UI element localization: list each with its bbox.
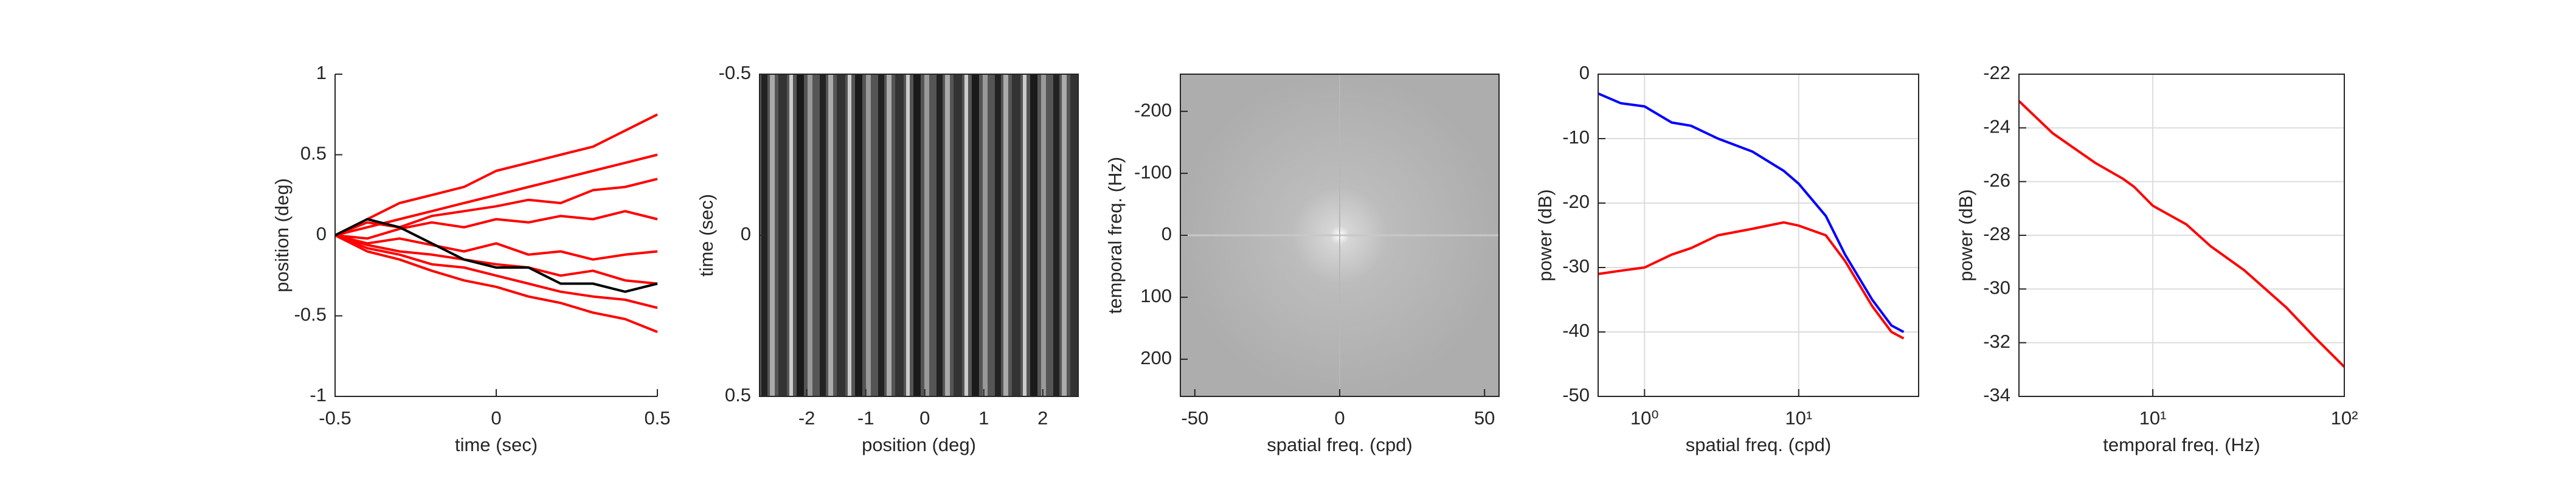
- x-tick-label: 10²: [2331, 407, 2358, 429]
- x-tick-label: 0.5: [644, 407, 670, 429]
- series-line: [1598, 92, 1905, 333]
- y-tick-label: 0.5: [725, 384, 751, 406]
- y-tick-label: -30: [1562, 255, 1590, 277]
- series-line: [334, 153, 658, 237]
- axes-box: [759, 74, 1079, 397]
- x-axis-label: spatial freq. (cpd): [1267, 434, 1413, 455]
- y-tick-label: -40: [1562, 320, 1590, 341]
- axes-box: [1180, 74, 1500, 397]
- series-line: [334, 210, 658, 240]
- y-tick-label: -30: [1983, 277, 2010, 299]
- y-axis-label: temporal freq. (Hz): [1104, 157, 1126, 314]
- y-tick-label: -0.5: [719, 62, 751, 83]
- series-line: [334, 218, 658, 293]
- panel: -2 -1 0 1 2 -0.5 0 0.5 position (deg) time (sec): [696, 62, 1079, 455]
- xt-image: [760, 74, 1078, 396]
- x-axis-label: position (deg): [862, 434, 976, 455]
- axes-lines: [334, 74, 657, 397]
- y-axis-label: time (sec): [696, 194, 717, 277]
- y-tick-label: -26: [1983, 170, 2010, 191]
- y-tick-label: -0.5: [294, 304, 327, 325]
- axes-box: [2018, 74, 2345, 397]
- y-tick-label: -28: [1983, 223, 2010, 244]
- y-tick-label: -50: [1562, 384, 1590, 406]
- x-axis-label: spatial freq. (cpd): [1686, 434, 1832, 455]
- y-tick-label: 200: [1140, 347, 1172, 368]
- y-axis-label: power (dB): [1534, 189, 1556, 281]
- x-tick-label: -2: [798, 407, 815, 429]
- x-tick-label: -50: [1181, 407, 1208, 429]
- y-tick-label: -34: [1983, 384, 2010, 406]
- x-tick-label: 10¹: [1785, 407, 1812, 429]
- x-tick-label: 1: [978, 407, 989, 429]
- y-tick-label: 1: [316, 62, 327, 83]
- y-tick-label: 0.5: [300, 143, 327, 164]
- panel: -50 0 50 -200 -100 0 100 200 spatial freq. (cpd)…: [1104, 74, 1500, 455]
- panel: 10⁰ 10¹ -50 -40 -30 -20 -10 0 spatial freq. (cpd…: [1534, 62, 1919, 455]
- x-axis-label: time (sec): [455, 434, 538, 455]
- axes-box: [1598, 74, 1919, 397]
- y-tick-label: 0: [741, 223, 751, 244]
- series-line: [334, 113, 658, 237]
- y-tick-label: -100: [1134, 161, 1172, 182]
- x-tick-label: -1: [857, 407, 874, 429]
- series-line: [334, 234, 658, 333]
- series-line: [1598, 221, 1905, 340]
- y-tick-label: -32: [1983, 331, 2010, 352]
- series-line: [334, 234, 658, 309]
- y-tick-label: 0: [316, 223, 327, 244]
- y-tick-label: -1: [310, 384, 327, 406]
- panel: 10¹ 10² -34 -32 -30 -28 -26 -24 -22 temporal freq…: [1955, 62, 2358, 455]
- y-axis-label: position (deg): [271, 178, 293, 292]
- x-tick-label: 0: [919, 407, 930, 429]
- x-tick-label: -0.5: [319, 407, 351, 429]
- y-axis-label: power (dB): [1955, 189, 1976, 281]
- x-tick-label: 0: [491, 407, 501, 429]
- y-tick-label: -24: [1983, 116, 2010, 137]
- x-tick-label: 2: [1037, 407, 1048, 429]
- x-axis-label: temporal freq. (Hz): [2103, 434, 2260, 455]
- series-line: [2018, 100, 2346, 368]
- x-tick-label: 0: [1334, 407, 1345, 429]
- y-tick-label: 0: [1162, 223, 1172, 244]
- y-tick-label: -200: [1134, 99, 1172, 120]
- series-line: [334, 234, 658, 285]
- y-tick-label: -20: [1562, 191, 1590, 212]
- y-tick-label: 100: [1140, 285, 1172, 306]
- x-tick-label: 50: [1474, 407, 1495, 429]
- x-tick-label: 10⁰: [1630, 407, 1659, 429]
- x-tick-label: 10¹: [2139, 407, 2167, 429]
- y-tick-label: -22: [1983, 62, 2010, 83]
- y-tick-label: -10: [1562, 126, 1590, 148]
- y-tick-label: 0: [1579, 62, 1590, 83]
- series-line: [334, 234, 658, 261]
- series-line: [334, 178, 658, 237]
